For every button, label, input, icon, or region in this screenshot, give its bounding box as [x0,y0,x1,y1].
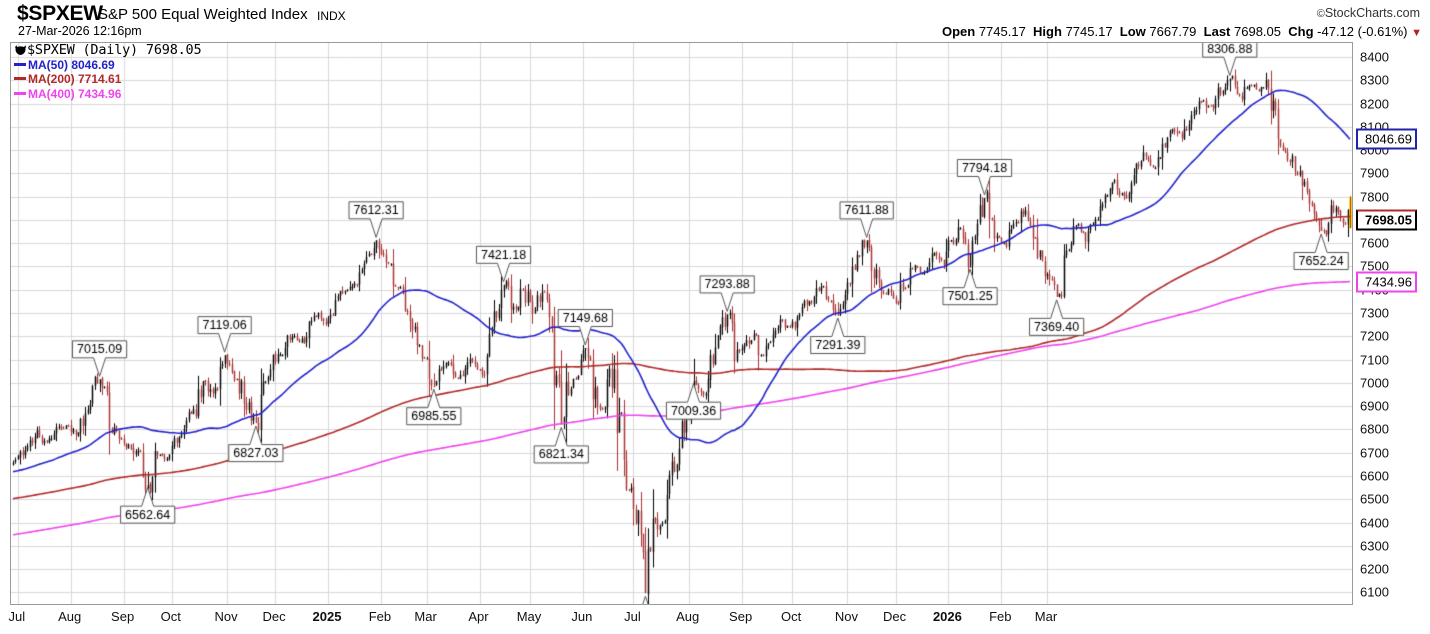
y-axis-tick: 6600 [1360,468,1389,484]
legend-ma50-label: MA(50) 8046.69 [28,57,115,72]
y-axis: 6100 6200 6300 6400 6500 6600 6700 6800 6900 7000… [1354,42,1430,605]
y-axis-tick: 6300 [1360,538,1389,554]
x-axis-tick: Feb [368,609,392,624]
x-axis-tick: Dec [262,609,286,624]
x-axis-tick: Jun [571,609,593,624]
last-flag: 7698.05 [1356,209,1417,231]
bull-bear-icon [14,45,27,55]
x-axis-tick: Aug [676,609,700,624]
y-axis-tick: 6700 [1360,445,1389,461]
chart-legend: $SPXEW (Daily) 7698.05 MA(50) 8046.69 MA… [14,42,202,102]
ma50-flag: 8046.69 [1356,128,1417,150]
x-axis-tick: Feb [989,609,1012,624]
x-axis: Jul Aug Sep Oct Nov Dec 2025 Feb Mar Apr May Jun Jul… [8,607,1353,633]
low-value: 7667.79 [1149,24,1197,39]
brand-text: StockCharts.com [1324,6,1420,20]
x-axis-tick: Apr [468,609,489,624]
legend-ma200-label: MA(200) 7714.61 [28,72,122,86]
x-axis-tick: Mar [1034,609,1058,624]
ma200-swatch-icon [14,77,26,81]
chart-header: $SPXEW S&P 500 Equal Weighted Index INDX… [0,0,1430,40]
last-value: 7698.05 [1234,24,1282,39]
chart-timestamp: 27-Mar-2026 12:16pm [18,24,142,38]
price-canvas[interactable] [11,43,1352,604]
x-axis-tick: Dec [882,609,907,624]
legend-ma400: MA(400) 7434.96 [14,87,201,102]
chart-plot-area[interactable] [10,42,1353,605]
legend-ma200: MA(200) 7714.61 [14,72,201,87]
x-axis-tick: 2026 [932,609,962,624]
y-axis-tick: 8300 [1360,72,1389,88]
y-axis-tick: 8200 [1360,96,1389,112]
x-axis-tick: Oct [160,609,181,624]
legend-ma50: MA(50) 8046.69 [14,58,201,73]
y-axis-tick: 7300 [1360,305,1389,321]
x-axis-tick: 2025 [312,609,342,624]
x-axis-tick: Sep [111,609,135,624]
y-axis-tick: 7600 [1360,235,1389,251]
y-axis-tick: 7000 [1360,375,1389,391]
legend-ma400-label: MA(400) 7434.96 [28,86,122,101]
quote-bar: Open 7745.17 High 7745.17 Low 7667.79 La… [942,24,1422,39]
x-axis-tick: Nov [834,609,858,624]
symbol-name: S&P 500 Equal Weighted Index [98,6,308,23]
down-arrow-icon: ▼ [1411,27,1422,39]
high-value: 7745.17 [1065,24,1113,39]
x-axis-tick: May [516,609,542,624]
y-axis-tick: 6900 [1360,398,1389,414]
y-axis-tick: 6100 [1360,584,1389,600]
y-axis-tick: 8400 [1360,49,1389,65]
x-axis-tick: Aug [58,609,82,624]
y-axis-tick: 7800 [1360,189,1389,205]
ma400-swatch-icon [14,91,26,95]
x-axis-tick: Mar [414,609,437,624]
x-axis-tick: Oct [780,609,802,624]
open-value: 7745.17 [978,24,1026,39]
copyright-icon: © [1316,8,1325,20]
y-axis-tick: 7200 [1360,328,1389,344]
x-axis-tick: Sep [729,609,753,624]
ma50-swatch-icon [14,62,26,66]
chg-value: -47.12 (-0.61%) [1317,24,1408,39]
last-label: Last [1203,24,1231,39]
y-axis-tick: 6500 [1360,491,1389,507]
y-axis-tick: 7900 [1360,165,1389,181]
low-label: Low [1119,24,1146,39]
stockcharts-brand: ©StockCharts.com [1317,6,1420,20]
open-label: Open [941,24,976,39]
x-axis-tick: Nov [214,609,238,624]
symbol-exchange: INDX [317,9,346,23]
y-axis-tick: 6400 [1360,515,1389,531]
x-axis-tick: Jul [8,609,26,624]
symbol-ticker: $SPXEW [17,2,103,25]
ma400-flag: 7434.96 [1356,271,1417,293]
legend-price-text: $SPXEW (Daily) 7698.05 [27,42,202,58]
y-axis-tick: 6200 [1360,561,1389,577]
legend-price-row: $SPXEW (Daily) 7698.05 [14,42,202,58]
high-label: High [1033,24,1062,39]
x-axis-tick: Jul [624,609,641,624]
chg-label: Chg [1288,24,1314,39]
y-axis-tick: 6800 [1360,421,1389,437]
y-axis-tick: 7100 [1360,352,1389,368]
y-axis-tick: 7500 [1360,258,1389,274]
